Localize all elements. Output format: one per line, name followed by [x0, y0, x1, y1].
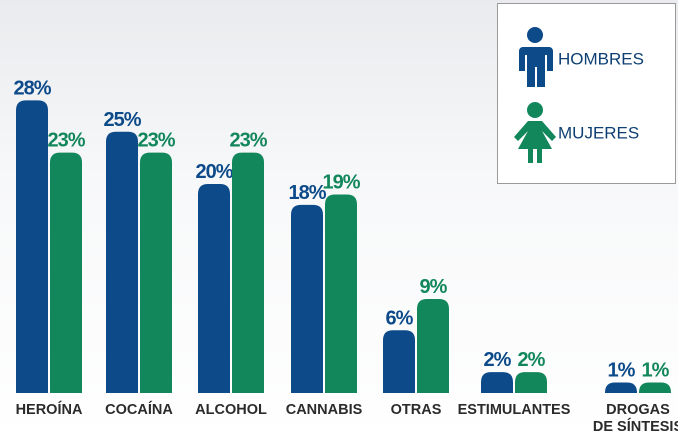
- value-label: 23%: [229, 130, 267, 152]
- bar: [639, 382, 671, 393]
- x-tick-label: ALCOHOL: [195, 402, 267, 418]
- man-icon: [519, 27, 553, 87]
- legend-label: HOMBRES: [558, 49, 644, 68]
- bar: [291, 204, 323, 393]
- value-label: 20%: [195, 161, 233, 183]
- bar: [383, 330, 415, 393]
- bar: [232, 152, 264, 393]
- x-tick-label: OTRAS: [390, 402, 442, 418]
- legend: HOMBRES MUJERES: [497, 3, 676, 184]
- x-tick-label: CANNABIS: [285, 402, 363, 418]
- value-label: 18%: [288, 182, 326, 204]
- legend-box: [497, 3, 676, 184]
- value-label: 6%: [386, 307, 414, 329]
- x-tick-label: COCAÍNA: [105, 402, 173, 418]
- bar: [140, 152, 172, 393]
- woman-icon: [514, 102, 556, 163]
- value-label: 1%: [608, 360, 636, 382]
- value-label: 23%: [137, 130, 175, 152]
- value-label: 9%: [420, 276, 448, 298]
- bar: [605, 382, 637, 393]
- value-label: 1%: [642, 360, 670, 382]
- legend-label: MUJERES: [558, 123, 639, 142]
- bar: [417, 298, 449, 393]
- x-tick-label: DROGAS DE SÍNTESIS: [592, 402, 678, 435]
- bar: [50, 152, 82, 393]
- value-label: 23%: [47, 130, 85, 152]
- x-tick-label: ESTIMULANTES: [457, 402, 571, 418]
- bar: [515, 372, 547, 393]
- bar: [481, 372, 513, 393]
- value-label: 2%: [484, 349, 512, 371]
- value-label: 19%: [322, 171, 360, 193]
- x-tick-label: HEROÍNA: [15, 402, 83, 418]
- bar: [16, 100, 48, 394]
- bar: [106, 131, 138, 393]
- value-label: 28%: [13, 77, 51, 99]
- value-label: 2%: [518, 349, 546, 371]
- value-label: 25%: [103, 109, 141, 131]
- bar: [325, 194, 357, 393]
- bar: [198, 184, 230, 393]
